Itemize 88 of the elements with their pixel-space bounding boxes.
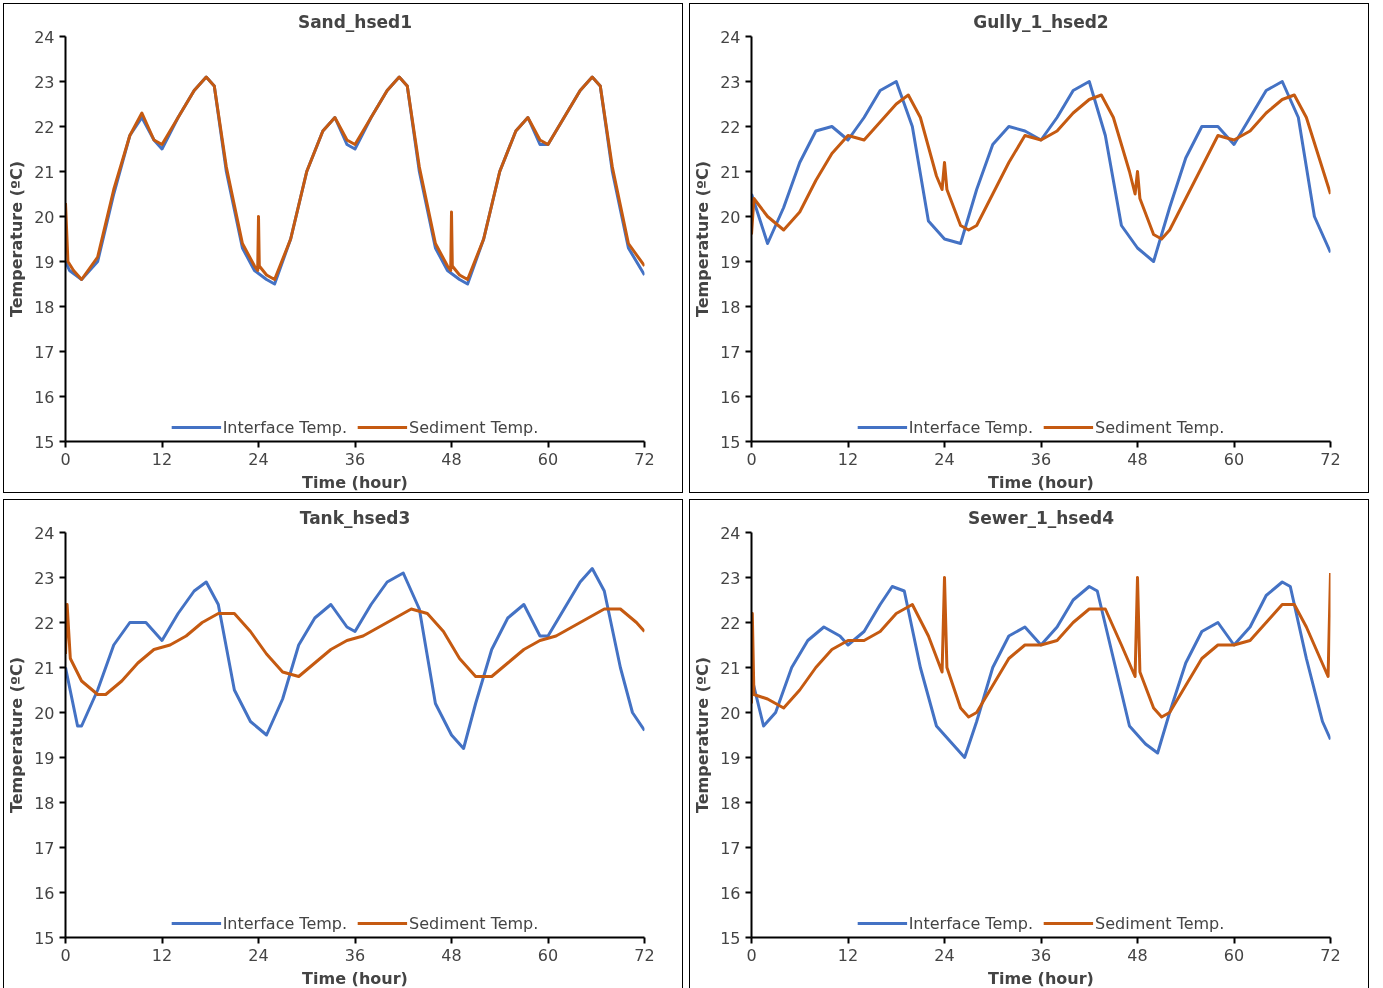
x-axis-title: Time (hour): [302, 968, 408, 988]
y-axis-title: Temperature (ºC): [7, 160, 27, 318]
x-axis-title: Time (hour): [988, 968, 1094, 988]
y-tick-label: 18: [34, 793, 55, 813]
legend-label: Sediment Temp.: [1095, 913, 1225, 933]
legend-label: Interface Temp.: [908, 417, 1034, 437]
y-tick-label: 17: [720, 342, 741, 362]
legend-label: Sediment Temp.: [409, 913, 539, 933]
y-tick-label: 22: [720, 117, 741, 137]
y-axis-title: Temperature (ºC): [693, 656, 713, 814]
y-tick-label: 15: [34, 928, 55, 948]
x-tick-label: 24: [248, 449, 269, 469]
x-tick-label: 60: [1223, 945, 1245, 965]
y-tick-label: 24: [34, 27, 55, 47]
x-tick-label: 0: [746, 945, 757, 965]
x-tick-label: 12: [837, 945, 859, 965]
y-tick-label: 19: [720, 748, 741, 768]
y-axis-title: Temperature (ºC): [7, 656, 27, 814]
y-tick-label: 15: [34, 432, 55, 452]
y-tick-label: 17: [720, 838, 741, 858]
y-tick-label: 15: [720, 928, 741, 948]
y-tick-label: 17: [34, 838, 55, 858]
x-tick-label: 60: [1223, 449, 1245, 469]
x-tick-label: 36: [1030, 945, 1052, 965]
legend-label: Interface Temp.: [908, 913, 1034, 933]
x-tick-label: 48: [1127, 945, 1148, 965]
y-tick-label: 20: [34, 207, 55, 227]
x-tick-label: 24: [934, 945, 955, 965]
x-tick-label: 0: [60, 945, 71, 965]
x-tick-label: 36: [344, 945, 366, 965]
x-tick-label: 0: [746, 449, 757, 469]
y-tick-label: 21: [34, 658, 55, 678]
chart-title: Tank_hsed3: [299, 507, 411, 528]
y-tick-label: 23: [34, 72, 55, 92]
y-tick-label: 15: [720, 432, 741, 452]
chart-title: Gully_1_hsed2: [973, 11, 1109, 32]
x-tick-label: 48: [1127, 449, 1148, 469]
x-tick-label: 12: [837, 449, 859, 469]
x-tick-label: 24: [934, 449, 955, 469]
y-tick-label: 16: [720, 883, 741, 903]
y-tick-label: 20: [720, 207, 741, 227]
x-tick-label: 72: [634, 945, 655, 965]
x-tick-label: 0: [60, 449, 71, 469]
x-tick-label: 48: [441, 945, 462, 965]
y-tick-label: 21: [720, 162, 741, 182]
x-tick-label: 60: [537, 449, 559, 469]
y-tick-label: 16: [720, 387, 741, 407]
y-tick-label: 21: [34, 162, 55, 182]
x-tick-label: 72: [1320, 449, 1341, 469]
y-tick-label: 18: [720, 297, 741, 317]
chart-title: Sand_hsed1: [297, 11, 413, 32]
x-tick-label: 72: [634, 449, 655, 469]
y-tick-label: 18: [720, 793, 741, 813]
y-tick-label: 20: [720, 703, 741, 723]
x-tick-label: 12: [151, 449, 173, 469]
x-tick-label: 48: [441, 449, 462, 469]
x-tick-label: 72: [1320, 945, 1341, 965]
legend-label: Interface Temp.: [222, 913, 348, 933]
x-axis-title: Time (hour): [988, 472, 1094, 492]
y-tick-label: 19: [720, 252, 741, 272]
y-tick-label: 19: [34, 748, 55, 768]
y-tick-label: 17: [34, 342, 55, 362]
y-tick-label: 20: [34, 703, 55, 723]
y-tick-label: 23: [720, 72, 741, 92]
y-axis-title: Temperature (ºC): [693, 160, 713, 318]
x-tick-label: 24: [248, 945, 269, 965]
y-tick-label: 19: [34, 252, 55, 272]
x-tick-label: 36: [1030, 449, 1052, 469]
y-tick-label: 24: [34, 523, 55, 543]
y-tick-label: 23: [720, 568, 741, 588]
legend-label: Sediment Temp.: [1095, 417, 1225, 437]
x-tick-label: 60: [537, 945, 559, 965]
y-tick-label: 21: [720, 658, 741, 678]
y-tick-label: 22: [34, 117, 55, 137]
y-tick-label: 23: [34, 568, 55, 588]
y-tick-label: 16: [34, 387, 55, 407]
chart-title: Sewer_1_hsed4: [968, 507, 1115, 528]
legend-label: Interface Temp.: [222, 417, 348, 437]
x-axis-title: Time (hour): [302, 472, 408, 492]
y-tick-label: 18: [34, 297, 55, 317]
y-tick-label: 24: [720, 27, 741, 47]
x-tick-label: 12: [151, 945, 173, 965]
x-tick-label: 36: [344, 449, 366, 469]
y-tick-label: 24: [720, 523, 741, 543]
legend-label: Sediment Temp.: [409, 417, 539, 437]
y-tick-label: 22: [720, 613, 741, 633]
y-tick-label: 16: [34, 883, 55, 903]
y-tick-label: 22: [34, 613, 55, 633]
